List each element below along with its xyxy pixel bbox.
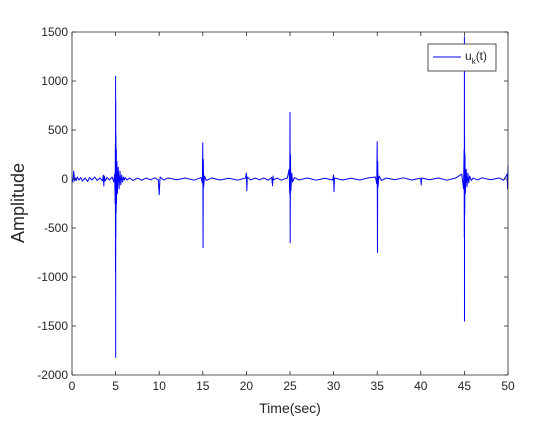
x-tick-label: 35 bbox=[371, 379, 385, 393]
y-tick-label: 0 bbox=[61, 172, 68, 186]
x-tick-label: 45 bbox=[458, 379, 472, 393]
legend-entry-main: u bbox=[465, 49, 472, 63]
x-tick-label: 25 bbox=[283, 379, 297, 393]
legend-entry-tail: (t) bbox=[476, 49, 487, 63]
y-tick-label: 500 bbox=[48, 123, 68, 137]
y-tick-label: -500 bbox=[44, 221, 68, 235]
x-tick-label: 50 bbox=[501, 379, 515, 393]
series-layer bbox=[71, 36, 509, 358]
y-tick-label: 1000 bbox=[41, 74, 68, 88]
x-tick-label: 40 bbox=[414, 379, 428, 393]
x-axis-label: Time(sec) bbox=[259, 400, 321, 416]
series-line-0 bbox=[71, 36, 509, 358]
x-tick-label: 10 bbox=[153, 379, 167, 393]
y-tick-label: -2000 bbox=[37, 368, 68, 382]
x-tick-label: 15 bbox=[196, 379, 210, 393]
y-tick-label: -1500 bbox=[37, 319, 68, 333]
x-tick-label: 30 bbox=[327, 379, 341, 393]
x-tick-label: 0 bbox=[69, 379, 76, 393]
x-tick-label: 20 bbox=[240, 379, 254, 393]
y-tick-label: -1000 bbox=[37, 270, 68, 284]
legend: uk(t) bbox=[427, 43, 497, 72]
ticks-layer: 0 5 10 15 20 25 30 35 40 45 50 -2000 -1500 -1000 -500 0… bbox=[37, 25, 515, 393]
legend-entry-subscript: k bbox=[472, 57, 477, 66]
y-tick-label: 1500 bbox=[41, 25, 68, 39]
legend-entry: uk(t) bbox=[465, 49, 487, 66]
x-tick-label: 5 bbox=[112, 379, 119, 393]
y-axis-label: Amplitude bbox=[8, 163, 28, 243]
